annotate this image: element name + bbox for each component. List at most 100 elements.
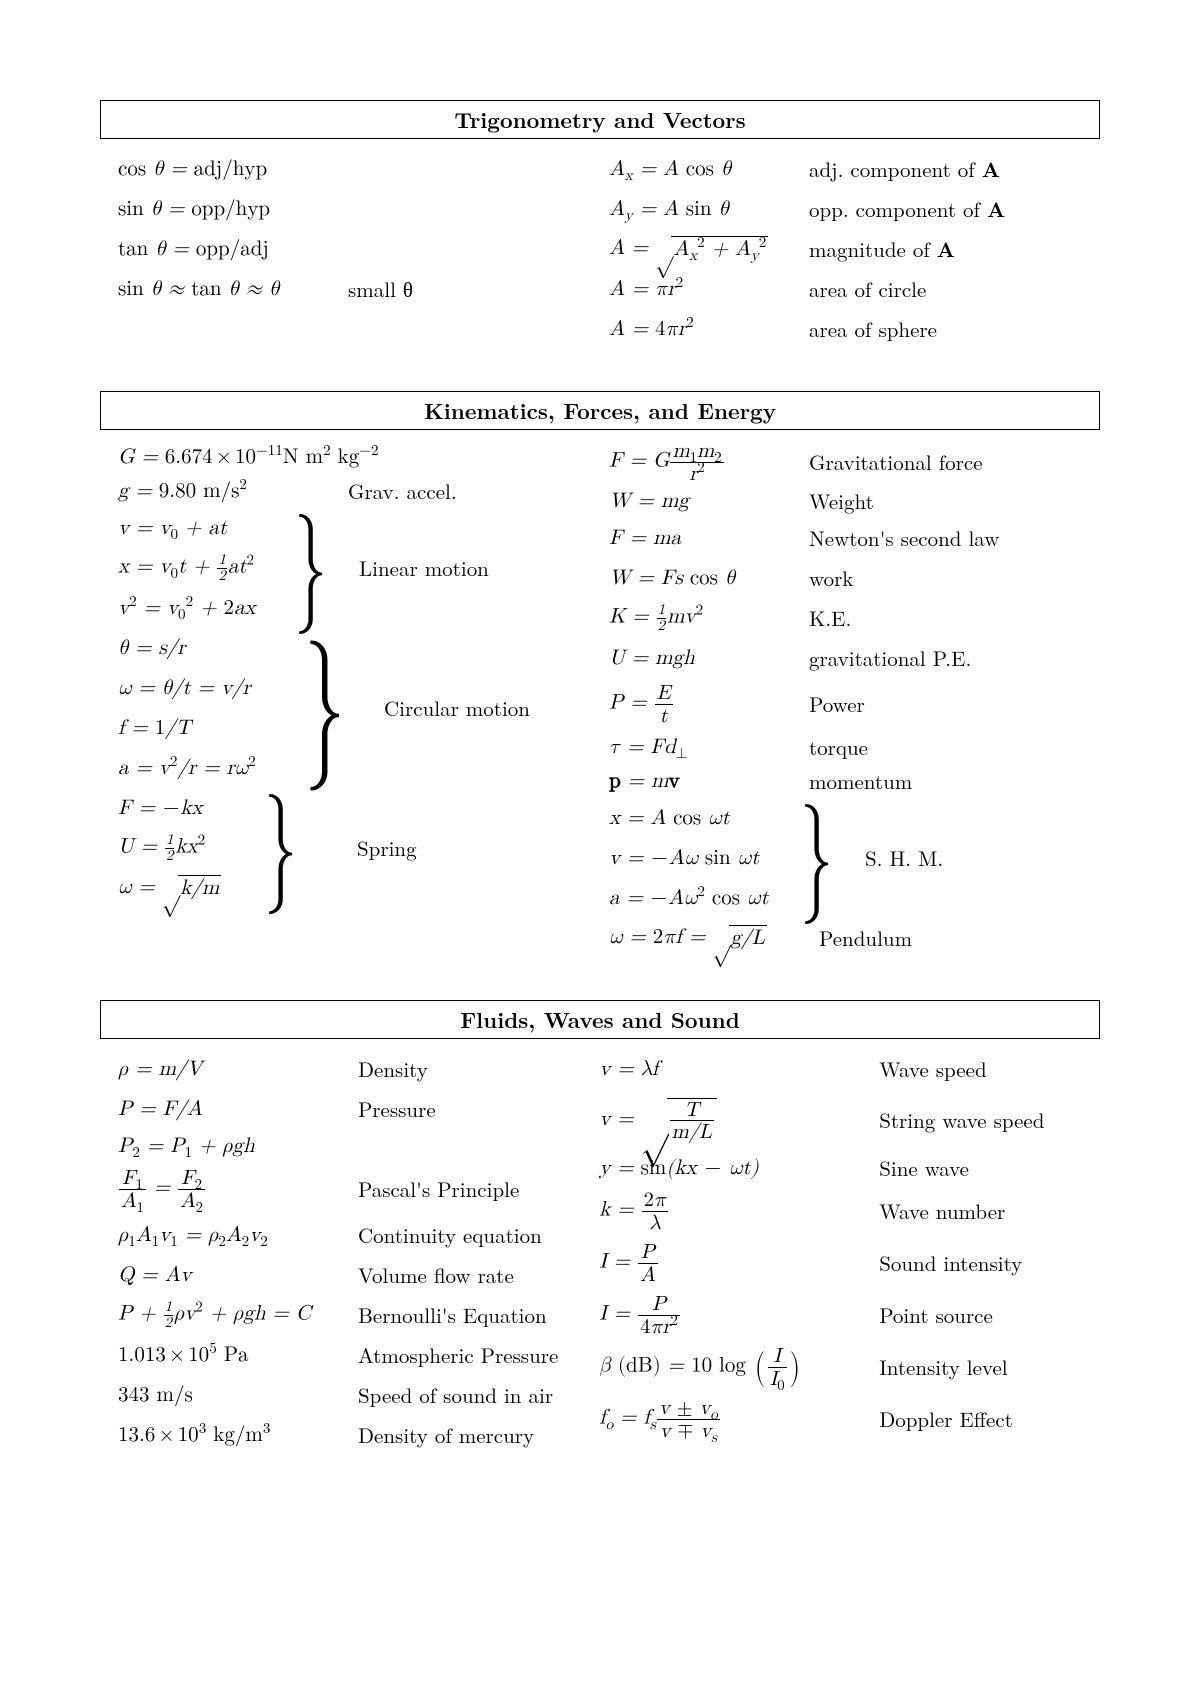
- formula-row: tan θ = opp/adj: [118, 229, 609, 269]
- equation: F1A1 = F2A2: [118, 1167, 358, 1211]
- formula-row: ω = θ/t = v/r: [118, 668, 303, 708]
- section-header: Fluids, Waves and Sound: [100, 1000, 1100, 1039]
- equation: 1.013×105 Pa: [118, 1343, 358, 1368]
- section-body: ρ = m/V Density P = F/A Pressure P2 = P1…: [100, 1049, 1100, 1455]
- equation: sin θ = opp/hyp: [118, 197, 348, 222]
- equation: A = Ax2 + Ay2: [609, 236, 809, 263]
- equation: F = Gm1m2r2: [609, 440, 809, 484]
- description: Continuity equation: [358, 1220, 542, 1250]
- formula-row: fo = fsv ± vov ∓ vs Doppler Effect: [599, 1393, 1100, 1445]
- brace-group-linear: v = v0 + at x = v0t + 12at2 v2 = v02 + 2…: [118, 508, 609, 628]
- description: Pendulum: [819, 923, 912, 953]
- equation: β (dB) = 10 log (II0): [599, 1345, 879, 1389]
- formula-row: U = 12kx2: [118, 828, 263, 868]
- equation: G = 6.674×10−11N m2 kg−2: [118, 445, 379, 470]
- description: Gravitational force: [809, 447, 983, 477]
- equation: I = PA: [599, 1241, 879, 1285]
- formula-row: sin θ ≈ tan θ ≈ θ small θ: [118, 269, 609, 309]
- formula-row: ω = k/m: [118, 868, 263, 908]
- equation: U = 12kx2: [118, 833, 263, 863]
- formula-row: P = Et Power: [609, 678, 1100, 730]
- description: Sound intensity: [879, 1248, 1022, 1278]
- formula-row: v = v0 + at: [118, 508, 293, 548]
- description: momentum: [809, 766, 912, 796]
- description: gravitational P.E.: [809, 643, 971, 673]
- equation: v = v0 + at: [118, 516, 293, 541]
- description: magnitude of A: [809, 234, 955, 264]
- description: Density of mercury: [358, 1420, 534, 1450]
- formula-row: f = 1/T: [118, 708, 303, 748]
- equation: tan θ = opp/adj: [118, 237, 348, 262]
- equation: ρ = m/V: [118, 1057, 358, 1082]
- section-trig-vectors: Trigonometry and Vectors cos θ = adj/hyp…: [100, 100, 1100, 349]
- formula-row: v = −Aω sin ωt: [609, 838, 799, 878]
- description: small θ: [348, 274, 413, 304]
- formula-row: 1.013×105 Pa Atmospheric Pressure: [118, 1335, 599, 1375]
- right-brace-icon: }: [799, 813, 835, 903]
- formula-row: W = mg Weight: [609, 484, 1100, 518]
- section-kinematics: Kinematics, Forces, and Energy G = 6.674…: [100, 391, 1100, 958]
- formula-row: y = sin(kx − ωt) Sine wave: [599, 1151, 1100, 1185]
- formula-row: v2 = v02 + 2ax: [118, 588, 293, 628]
- formula-row: G = 6.674×10−11N m2 kg−2: [118, 440, 609, 474]
- formula-row: ω = 2πf = g/L Pendulum: [609, 918, 1100, 958]
- description: torque: [809, 732, 868, 762]
- brace-group-shm: x = A cos ωt v = −Aω sin ωt a = −Aω2 cos…: [609, 798, 1100, 918]
- equation: F = ma: [609, 526, 809, 551]
- formula-row: I = P4πr2 Point source: [599, 1289, 1100, 1341]
- formula-row: A = πr2 area of circle: [609, 269, 1100, 309]
- formula-row: I = PA Sound intensity: [599, 1237, 1100, 1289]
- equation: I = P4πr2: [599, 1293, 879, 1337]
- description: work: [809, 563, 853, 593]
- description: Grav. accel.: [348, 476, 457, 506]
- formula-row: 343 m/s Speed of sound in air: [118, 1375, 599, 1415]
- formula-row: Q = Av Volume flow rate: [118, 1255, 599, 1295]
- equation: U = mgh: [609, 646, 809, 671]
- equation-stack: θ = s/r ω = θ/t = v/r f = 1/T a = v2/r =…: [118, 628, 303, 788]
- formula-row: sin θ = opp/hyp: [118, 189, 609, 229]
- equation: F = −kx: [118, 796, 263, 821]
- description: area of sphere: [809, 314, 937, 344]
- formula-row: F = −kx: [118, 788, 263, 828]
- formula-row: K = 12mv2 K.E.: [609, 598, 1100, 638]
- description: Point source: [879, 1300, 993, 1330]
- right-brace-icon: }: [303, 652, 348, 765]
- equation: A = πr2: [609, 277, 809, 302]
- section-header: Kinematics, Forces, and Energy: [100, 391, 1100, 430]
- description: Sine wave: [879, 1153, 969, 1183]
- description: Power: [809, 689, 865, 719]
- formula-row: g = 9.80 m/s2 Grav. accel.: [118, 474, 609, 508]
- formula-row: A = 4πr2 area of sphere: [609, 309, 1100, 349]
- equation: a = v2/r = rω2: [118, 756, 303, 781]
- formula-row: θ = s/r: [118, 628, 303, 668]
- formula-row: τ = Fd⊥ torque: [609, 730, 1100, 764]
- equation: v2 = v02 + 2ax: [118, 596, 293, 621]
- equation: y = sin(kx − ωt): [599, 1156, 879, 1181]
- brace-group-spring: F = −kx U = 12kx2 ω = k/m } Spring: [118, 788, 609, 908]
- formula-row: W = Fs cos θ work: [609, 558, 1100, 598]
- equation: Q = Av: [118, 1263, 358, 1288]
- equation: v = −Aω sin ωt: [609, 846, 799, 871]
- description: Atmospheric Pressure: [358, 1340, 558, 1370]
- equation: W = mg: [609, 489, 809, 514]
- description: opp. component of A: [809, 194, 1005, 224]
- equation: W = Fs cos θ: [609, 566, 809, 591]
- description: Speed of sound in air: [358, 1380, 553, 1410]
- formula-row: v = Tm/L String wave speed: [599, 1089, 1100, 1151]
- description: Bernoulli's Equation: [358, 1300, 547, 1330]
- equation: P + 12ρv2 + ρgh = C: [118, 1300, 358, 1330]
- equation: v = λf: [599, 1057, 879, 1082]
- formula-row: P2 = P1 + ρgh: [118, 1129, 599, 1163]
- formula-row: a = −Aω2 cos ωt: [609, 878, 799, 918]
- formula-row: ρ1A1v1 = ρ2A2v2 Continuity equation: [118, 1215, 599, 1255]
- equation: cos θ = adj/hyp: [118, 157, 348, 182]
- equation: ω = k/m: [118, 875, 263, 902]
- formula-row: β (dB) = 10 log (II0) Intensity level: [599, 1341, 1100, 1393]
- equation: 13.6×103 kg/m3: [118, 1423, 358, 1448]
- right-brace-icon: }: [263, 803, 299, 893]
- description: S. H. M.: [865, 843, 943, 873]
- equation: ρ1A1v1 = ρ2A2v2: [118, 1223, 358, 1248]
- description: Intensity level: [879, 1352, 1007, 1382]
- equation-stack: v = v0 + at x = v0t + 12at2 v2 = v02 + 2…: [118, 508, 293, 628]
- brace-group-circular: θ = s/r ω = θ/t = v/r f = 1/T a = v2/r =…: [118, 628, 609, 788]
